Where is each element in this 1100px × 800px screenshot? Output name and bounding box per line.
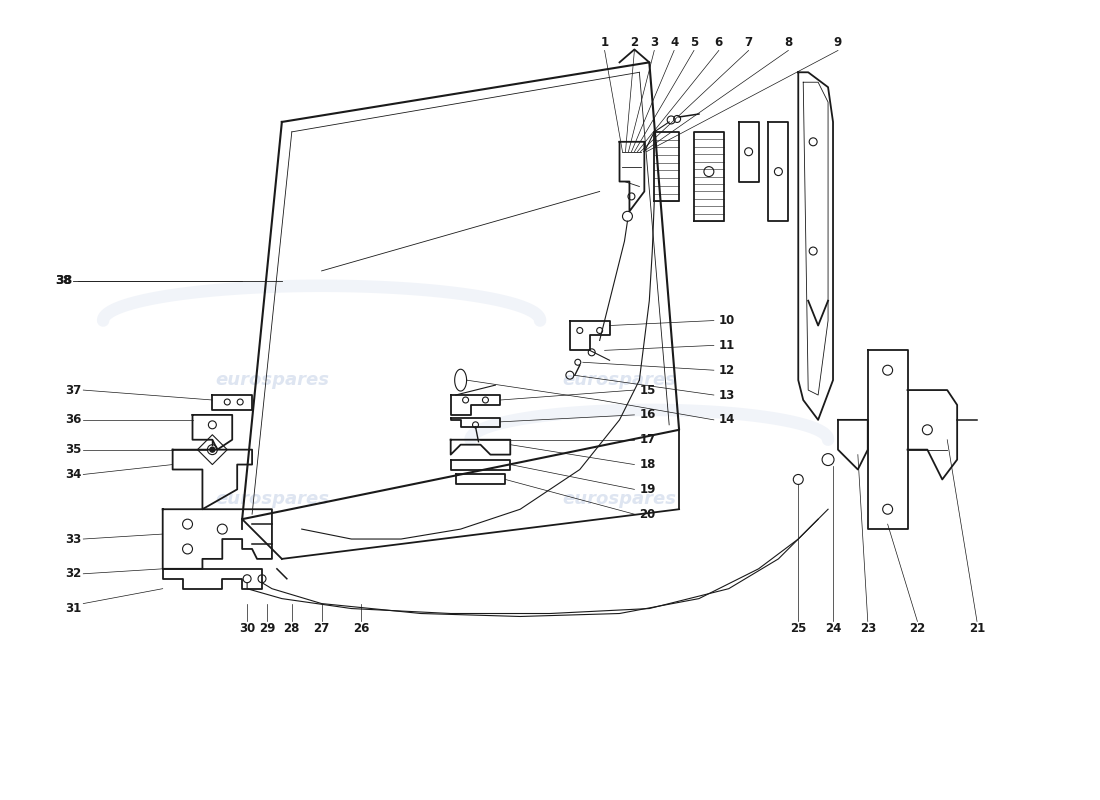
- Text: eurospares: eurospares: [562, 490, 676, 508]
- Text: 26: 26: [353, 622, 370, 635]
- Text: 38: 38: [55, 274, 72, 287]
- Text: 30: 30: [239, 622, 255, 635]
- Text: 3: 3: [650, 36, 658, 49]
- Text: eurospares: eurospares: [214, 490, 329, 508]
- Text: 4: 4: [670, 36, 679, 49]
- Text: 5: 5: [690, 36, 698, 49]
- Text: 36: 36: [65, 414, 81, 426]
- Text: 8: 8: [784, 36, 792, 49]
- Text: 24: 24: [825, 622, 842, 635]
- Text: 35: 35: [65, 443, 81, 456]
- Text: 22: 22: [910, 622, 925, 635]
- Text: 32: 32: [65, 567, 81, 580]
- Text: 18: 18: [639, 458, 656, 471]
- Text: 16: 16: [639, 408, 656, 422]
- Text: 1: 1: [601, 36, 608, 49]
- Text: 11: 11: [718, 339, 735, 352]
- Text: 10: 10: [718, 314, 735, 327]
- Text: 17: 17: [639, 434, 656, 446]
- Text: 27: 27: [314, 622, 330, 635]
- Text: 34: 34: [65, 468, 81, 481]
- Text: 33: 33: [65, 533, 81, 546]
- Text: 37: 37: [65, 383, 81, 397]
- Text: 9: 9: [834, 36, 843, 49]
- Text: 25: 25: [790, 622, 806, 635]
- Text: 19: 19: [639, 483, 656, 496]
- Text: 13: 13: [718, 389, 735, 402]
- Text: 20: 20: [639, 508, 656, 521]
- Text: 29: 29: [258, 622, 275, 635]
- Text: 23: 23: [860, 622, 876, 635]
- Text: 7: 7: [745, 36, 752, 49]
- Text: 6: 6: [715, 36, 723, 49]
- Text: 21: 21: [969, 622, 986, 635]
- Text: 2: 2: [630, 36, 638, 49]
- Text: 31: 31: [65, 602, 81, 615]
- Text: 15: 15: [639, 383, 656, 397]
- Text: 14: 14: [718, 414, 735, 426]
- Text: 38: 38: [55, 274, 72, 287]
- Text: 28: 28: [284, 622, 300, 635]
- Circle shape: [210, 447, 214, 452]
- Text: eurospares: eurospares: [214, 371, 329, 389]
- Text: 12: 12: [718, 364, 735, 377]
- Text: eurospares: eurospares: [562, 371, 676, 389]
